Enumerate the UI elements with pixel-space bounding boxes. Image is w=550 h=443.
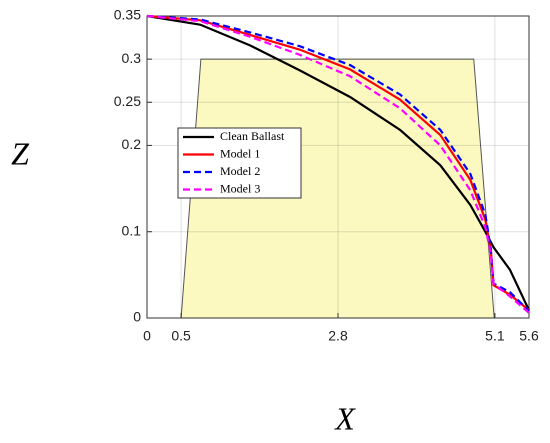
x-tick-label: 5.6 (519, 328, 539, 344)
y-tick-label: 0.35 (114, 7, 141, 23)
y-tick-label: 0.2 (122, 136, 142, 152)
axes-box (146, 15, 530, 319)
legend-box (177, 127, 302, 199)
legend-label: Model 2 (220, 164, 260, 178)
x-axis-label: X (333, 400, 356, 436)
legend-label: Clean Ballast (220, 129, 285, 143)
x-tick-label: 2.8 (328, 328, 348, 344)
y-tick-label: 0.3 (122, 50, 142, 66)
y-tick-label: 0.1 (122, 222, 142, 238)
x-tick-label: 5.1 (485, 328, 505, 344)
y-axis-label: Z (11, 135, 30, 171)
line (146, 14, 530, 312)
legend-label: Model 1 (220, 146, 260, 160)
y-tick-label: 0 (133, 309, 141, 325)
y-tick-label: 0.25 (114, 93, 141, 109)
line (146, 14, 530, 314)
x-tick-label: 0.5 (171, 328, 191, 344)
x-tick-label: 0 (143, 328, 151, 344)
line (146, 14, 530, 311)
legend-label: Model 3 (220, 181, 260, 195)
